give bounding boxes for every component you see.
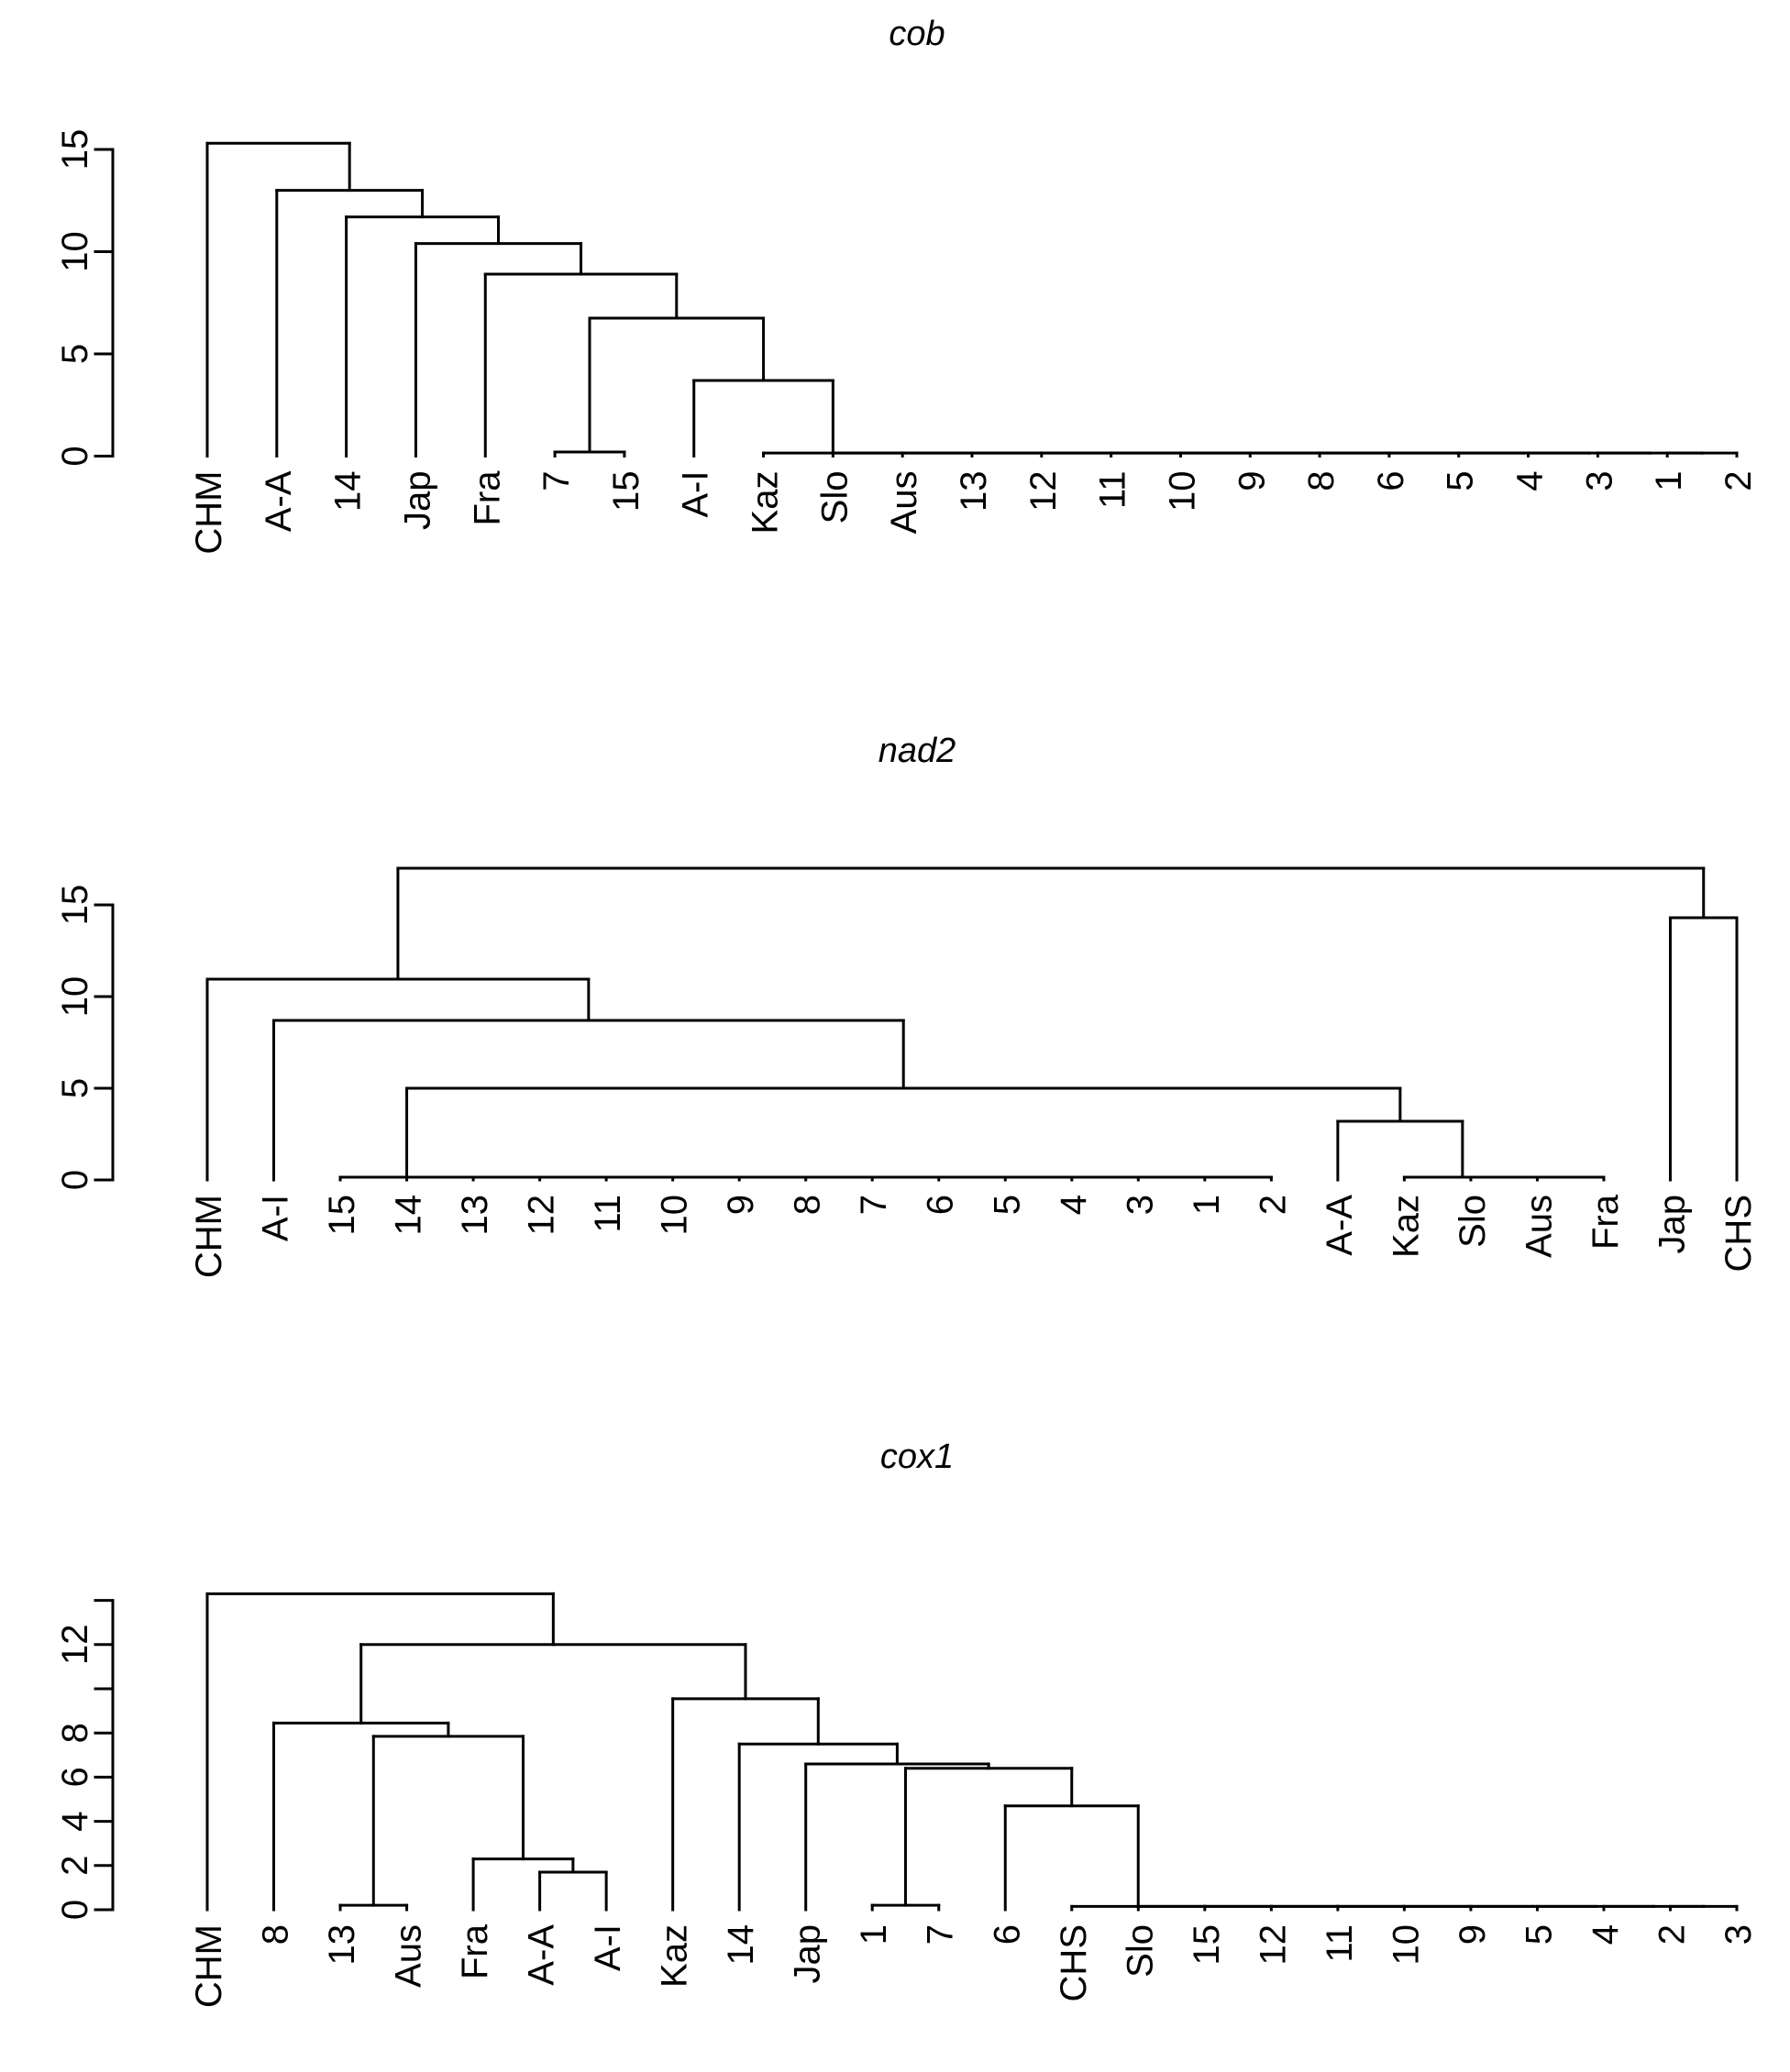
leaf-label: 9 bbox=[1453, 1924, 1493, 1945]
leaf-label: 6 bbox=[921, 1195, 961, 1215]
y-axis-tick-label: 0 bbox=[55, 1170, 95, 1190]
leaf-label: 6 bbox=[987, 1924, 1027, 1945]
leaf-label: Fra bbox=[1586, 1194, 1626, 1250]
leaf-label: 10 bbox=[655, 1195, 695, 1236]
leaf-label: Kaz bbox=[655, 1924, 695, 1988]
leaf-label: 8 bbox=[256, 1924, 296, 1945]
leaf-label: 8 bbox=[788, 1195, 828, 1215]
leaf-label: 4 bbox=[1586, 1924, 1626, 1945]
leaf-label: 4 bbox=[1054, 1195, 1094, 1215]
leaf-label: Jap bbox=[788, 1924, 828, 1984]
y-axis-tick-label: 0 bbox=[55, 446, 95, 466]
leaf-label: Jap bbox=[1652, 1195, 1692, 1254]
y-axis-tick-label: 5 bbox=[55, 1078, 95, 1098]
leaf-label: Kaz bbox=[746, 471, 786, 535]
leaf-label: A-A bbox=[522, 1924, 562, 1986]
chart-title-cob: cob bbox=[889, 15, 945, 53]
leaf-label: 2 bbox=[1718, 471, 1759, 491]
y-axis-tick-label: 8 bbox=[55, 1723, 95, 1743]
leaf-label: 5 bbox=[1441, 471, 1481, 491]
leaf-label: 7 bbox=[921, 1924, 961, 1945]
leaf-label: 13 bbox=[455, 1195, 495, 1236]
leaf-label: 6 bbox=[1371, 471, 1411, 491]
leaf-label: 9 bbox=[1232, 471, 1272, 491]
leaf-label: Aus bbox=[884, 471, 924, 535]
leaf-label: 12 bbox=[1023, 471, 1064, 512]
leaf-label: 13 bbox=[322, 1924, 362, 1966]
y-axis-tick-label: 10 bbox=[55, 231, 95, 272]
y-axis-tick-label: 15 bbox=[55, 885, 95, 926]
leaf-label: CHM bbox=[189, 1924, 229, 2008]
y-axis-tick-label: 4 bbox=[55, 1811, 95, 1831]
leaf-label: 1 bbox=[854, 1924, 894, 1945]
leaf-label: 7 bbox=[854, 1195, 894, 1215]
leaf-label: 7 bbox=[536, 471, 577, 491]
y-axis-tick-label: 15 bbox=[55, 129, 95, 171]
leaf-label: 3 bbox=[1120, 1195, 1160, 1215]
leaf-label: 1 bbox=[1649, 471, 1689, 491]
leaf-label: 15 bbox=[1187, 1924, 1227, 1966]
leaf-label: 5 bbox=[1519, 1924, 1559, 1945]
leaf-label: 11 bbox=[1320, 1924, 1360, 1963]
leaf-label: Slo bbox=[814, 471, 855, 524]
leaf-label: 3 bbox=[1579, 471, 1619, 491]
leaf-label: 14 bbox=[389, 1195, 429, 1236]
leaf-label: CHS bbox=[1718, 1195, 1759, 1272]
leaf-label: 15 bbox=[322, 1195, 362, 1236]
leaf-label: 8 bbox=[1301, 471, 1342, 491]
leaf-label: CHM bbox=[189, 1195, 229, 1278]
leaf-label: 11 bbox=[588, 1195, 628, 1233]
leaf-label: 2 bbox=[1652, 1924, 1692, 1945]
leaf-label: CHS bbox=[1054, 1924, 1094, 2001]
leaf-label: 10 bbox=[1162, 471, 1202, 512]
y-axis-tick-label: 0 bbox=[55, 1900, 95, 1920]
leaf-label: 4 bbox=[1510, 471, 1551, 491]
y-axis-tick-label: 10 bbox=[55, 976, 95, 1018]
leaf-label: 14 bbox=[328, 471, 369, 512]
leaf-label: CHM bbox=[189, 471, 229, 555]
y-axis-tick-label: 12 bbox=[55, 1625, 95, 1666]
leaf-label: A-A bbox=[259, 470, 299, 532]
leaf-label: 9 bbox=[721, 1195, 761, 1215]
leaf-label: 15 bbox=[606, 471, 646, 512]
leaf-label: A-I bbox=[676, 471, 716, 518]
chart-title-nad2: nad2 bbox=[878, 732, 956, 770]
leaf-label: A-I bbox=[588, 1924, 628, 1971]
leaf-label: A-A bbox=[1320, 1195, 1360, 1256]
leaf-label: 5 bbox=[987, 1195, 1027, 1215]
leaf-label: 12 bbox=[522, 1195, 562, 1236]
leaf-label: 3 bbox=[1718, 1924, 1759, 1945]
leaf-label: Slo bbox=[1120, 1924, 1160, 1978]
y-axis-tick-label: 2 bbox=[55, 1856, 95, 1876]
leaf-label: Aus bbox=[389, 1924, 429, 1988]
leaf-label: 2 bbox=[1253, 1195, 1293, 1215]
leaf-label: Slo bbox=[1453, 1195, 1493, 1248]
leaf-label: Kaz bbox=[1386, 1195, 1426, 1258]
leaf-label: Aus bbox=[1519, 1195, 1559, 1258]
leaf-label: 13 bbox=[954, 471, 994, 512]
leaf-label: 11 bbox=[1093, 471, 1133, 510]
y-axis-tick-label: 5 bbox=[55, 344, 95, 364]
leaf-label: 14 bbox=[721, 1924, 761, 1966]
leaf-label: Fra bbox=[455, 1923, 495, 1979]
leaf-label: 12 bbox=[1253, 1924, 1293, 1966]
leaf-label: 10 bbox=[1386, 1924, 1426, 1966]
y-axis-tick-label: 6 bbox=[55, 1767, 95, 1787]
leaf-label: 1 bbox=[1187, 1195, 1227, 1215]
leaf-label: Fra bbox=[467, 470, 507, 526]
leaf-label: A-I bbox=[256, 1195, 296, 1241]
leaf-label: Jap bbox=[397, 471, 437, 531]
chart-title-cox1: cox1 bbox=[879, 1438, 955, 1476]
